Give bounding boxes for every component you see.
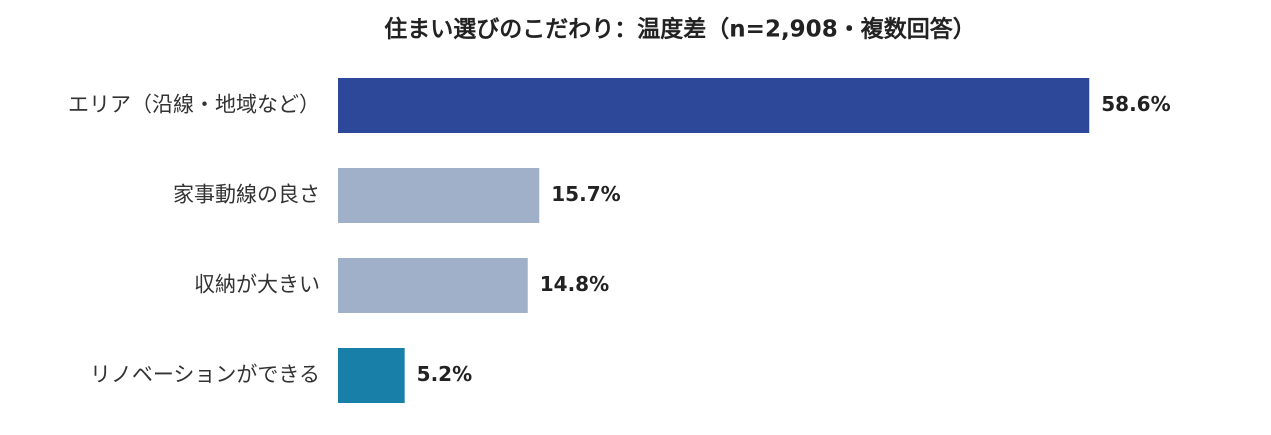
- bar: [338, 258, 528, 313]
- value-label: 15.7%: [551, 182, 620, 206]
- value-label: 14.8%: [540, 272, 609, 296]
- category-label: リノベーションができる: [90, 363, 320, 387]
- bar: [338, 78, 1090, 133]
- bar: [338, 168, 540, 223]
- chart-title: 住まい選びのこだわり：温度差（n=2,908・複数回答）: [384, 16, 975, 43]
- bar: [338, 348, 405, 403]
- category-label: 収納が大きい: [194, 273, 320, 297]
- value-label: 58.6%: [1101, 92, 1170, 116]
- value-label: 5.2%: [417, 362, 472, 386]
- category-label: 家事動線の良さ: [173, 183, 320, 207]
- category-label: エリア（沿線・地域など）: [68, 93, 320, 117]
